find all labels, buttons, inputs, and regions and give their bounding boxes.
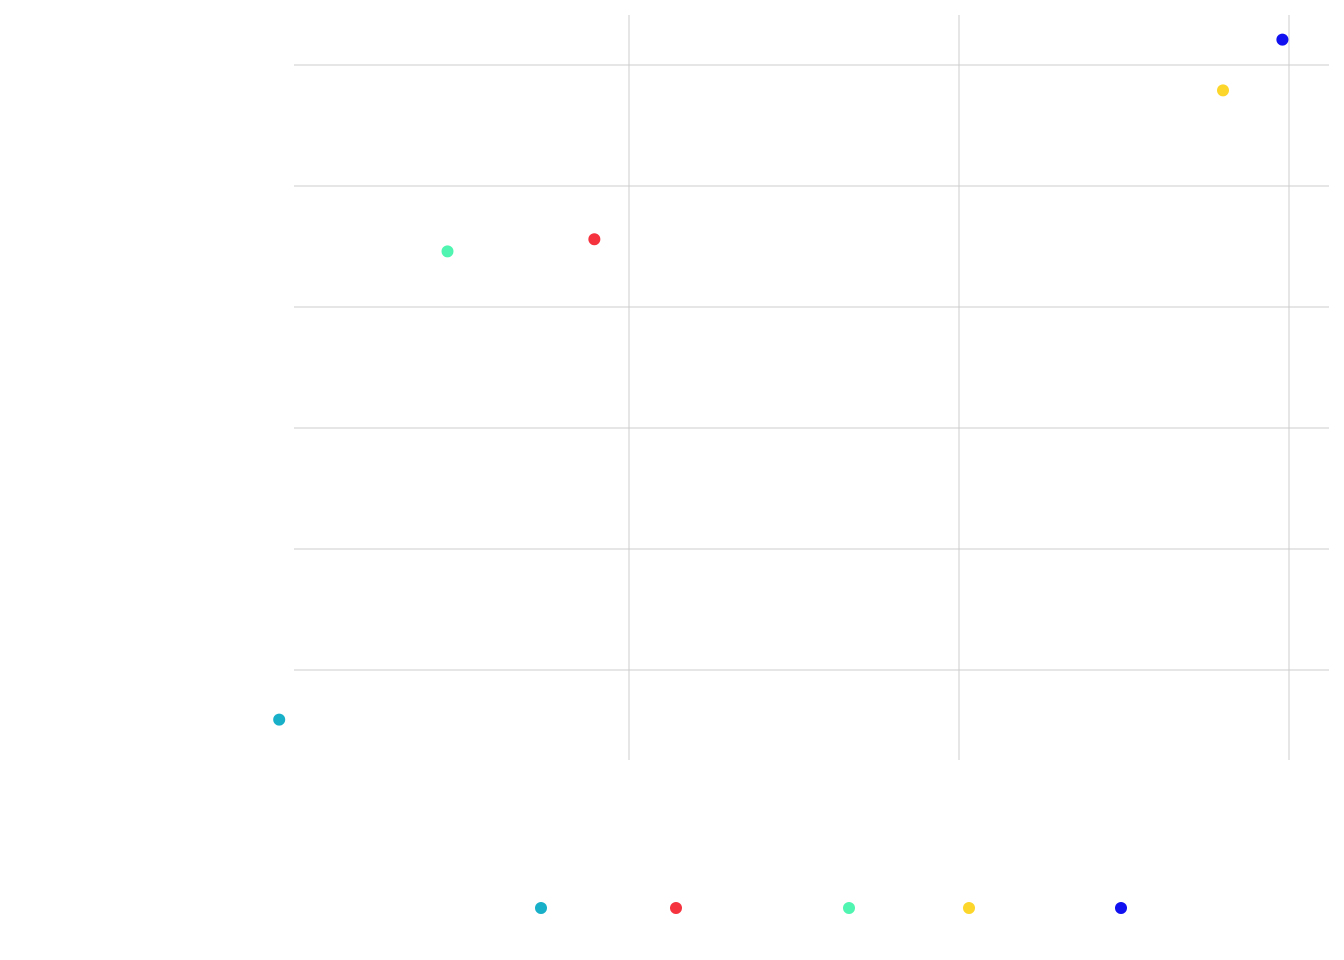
grid bbox=[294, 15, 1329, 760]
data-point-0-0 bbox=[273, 713, 286, 726]
data-point-2-0 bbox=[441, 245, 454, 258]
legend-marker-1 bbox=[670, 902, 682, 914]
legend-marker-3 bbox=[963, 902, 975, 914]
legend-marker-0 bbox=[535, 902, 547, 914]
legend bbox=[535, 902, 1127, 914]
data-point-4-0 bbox=[1276, 33, 1289, 46]
legend-marker-4 bbox=[1115, 902, 1127, 914]
data-point-1-0 bbox=[588, 233, 601, 246]
legend-marker-2 bbox=[843, 902, 855, 914]
data-points bbox=[273, 33, 1289, 726]
data-point-3-0 bbox=[1217, 84, 1229, 97]
